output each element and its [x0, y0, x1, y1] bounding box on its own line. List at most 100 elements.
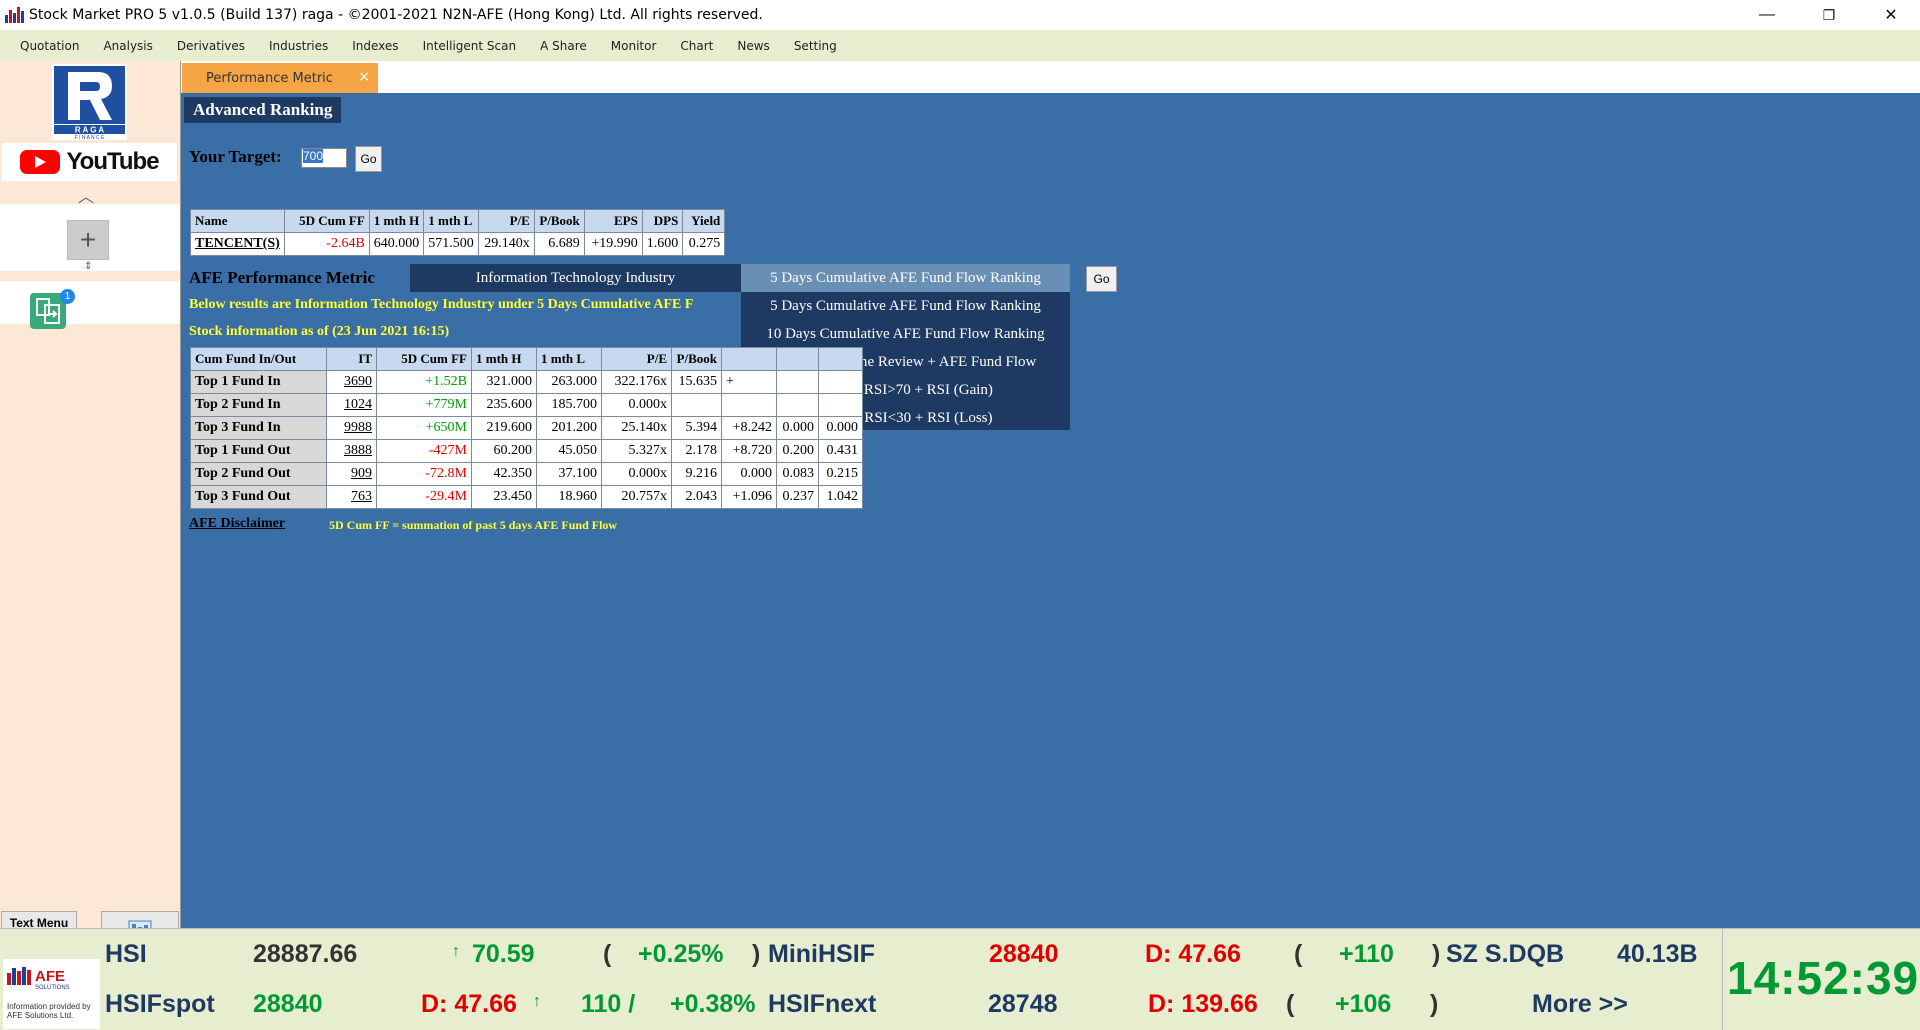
ff-definition-note: 5D Cum FF = summation of past 5 days AFE…: [329, 518, 618, 532]
row-label: Top 2 Fund In: [190, 393, 327, 417]
restore-button[interactable]: ❐: [1822, 6, 1836, 23]
menu-monitor[interactable]: Monitor: [610, 38, 657, 53]
task-document-icon[interactable]: [28, 289, 70, 331]
header-dps: DPS: [641, 209, 684, 233]
cell-pbook: 2.178: [671, 439, 722, 463]
cell-1mth-h: 42.350: [471, 462, 537, 486]
cell-pbook: 6.689: [533, 232, 585, 256]
target-input[interactable]: 700: [301, 148, 347, 168]
target-go-button[interactable]: Go: [355, 146, 382, 172]
afe-disclaimer-link[interactable]: AFE Disclaimer: [189, 516, 286, 531]
header-yield: Yield: [682, 209, 726, 233]
cell-dps: [776, 393, 819, 417]
notification-badge: 1: [60, 289, 75, 304]
cell-1mth-h: 235.600: [471, 393, 537, 417]
menu-news[interactable]: News: [737, 38, 770, 53]
cell-dps: 1.600: [641, 232, 684, 256]
ticker-minihsif-label[interactable]: MiniHSIF: [768, 940, 875, 968]
cell-dps: 0.083: [776, 462, 819, 486]
industry-select[interactable]: Information Technology Industry: [410, 264, 741, 292]
menu-quotation[interactable]: Quotation: [20, 38, 80, 53]
afe-logo-subtext: SOLUTIONS: [35, 985, 70, 991]
cell-pe: 29.140x: [477, 232, 535, 256]
ticker-paren: (: [603, 940, 612, 968]
cell-eps: +1.096: [721, 485, 777, 509]
cell-yield: 0.431: [818, 439, 863, 463]
cell-1mth-l: 263.000: [536, 370, 602, 394]
header-it: IT: [326, 347, 377, 371]
table-header-row: Name 5D Cum FF 1 mth H 1 mth L P/E P/Boo…: [190, 209, 726, 233]
table-row: Top 2 Fund In 1024 +779M 235.600 185.700…: [190, 393, 863, 417]
menu-industries[interactable]: Industries: [269, 38, 329, 53]
stock-code-link[interactable]: 3888: [326, 439, 377, 463]
ticker-hsifnext-label[interactable]: HSIFnext: [768, 990, 877, 1018]
header-1mth-l: 1 mth L: [423, 209, 479, 233]
cell-pe: 322.176x: [601, 370, 672, 394]
header-1mth-h: 1 mth H: [471, 347, 537, 371]
cell-1mth-l: 18.960: [536, 485, 602, 509]
menu-analysis[interactable]: Analysis: [103, 38, 153, 53]
cell-yield: [818, 393, 863, 417]
ranking-option[interactable]: 5 Days Cumulative AFE Fund Flow Ranking: [770, 298, 1041, 314]
stock-code-link[interactable]: 1024: [326, 393, 377, 417]
cell-1mth-h: 219.600: [471, 416, 537, 440]
header-5d-cum-ff: 5D Cum FF: [376, 347, 472, 371]
chevron-up-icon[interactable]: ︿: [78, 189, 95, 206]
ticker-hsifnext-discount: D: 139.66: [1148, 990, 1258, 1018]
stock-code-link[interactable]: 763: [326, 485, 377, 509]
stock-code-link[interactable]: 3690: [326, 370, 377, 394]
tab-performance-metric[interactable]: Performance Metric ×: [182, 63, 378, 93]
menu-a-share[interactable]: A Share: [540, 38, 587, 53]
cell-eps: +8.242: [721, 416, 777, 440]
stock-name-link[interactable]: TENCENT(S): [190, 232, 285, 256]
cell-1mth-l: 37.100: [536, 462, 602, 486]
ticker-hsifspot-value: 28840: [253, 990, 323, 1018]
cell-pbook: 2.043: [671, 485, 722, 509]
tab-label: Performance Metric: [206, 70, 333, 86]
stock-code-link[interactable]: 9988: [326, 416, 377, 440]
afe-go-button[interactable]: Go: [1086, 266, 1117, 292]
youtube-link[interactable]: YouTube: [2, 143, 177, 181]
row-label: Top 3 Fund Out: [190, 485, 327, 509]
resize-handle-icon[interactable]: ⇕: [84, 261, 93, 272]
menu-indexes[interactable]: Indexes: [352, 38, 399, 53]
menu-chart[interactable]: Chart: [680, 38, 714, 53]
ticker-hsi-value: 28887.66: [253, 940, 358, 968]
cell-pbook: 15.635: [671, 370, 722, 394]
table-row: Top 1 Fund In 3690 +1.52B 321.000 263.00…: [190, 370, 863, 394]
afe-solutions-logo: AFE SOLUTIONS Information provided by AF…: [3, 959, 100, 1029]
ranking-option[interactable]: 10 Days Cumulative AFE Fund Flow Ranking: [766, 326, 1045, 342]
header-eps: [721, 347, 777, 371]
add-button[interactable]: +: [67, 220, 109, 260]
cell-5d-cum-ff: +650M: [376, 416, 472, 440]
close-window-button[interactable]: ✕: [1884, 7, 1898, 24]
ticker-hsifspot-label[interactable]: HSIFspot: [105, 990, 215, 1018]
cell-eps: 0.000: [721, 462, 777, 486]
raga-finance-logo[interactable]: R A G A F I N A N C E: [52, 64, 127, 140]
stock-code-link[interactable]: 909: [326, 462, 377, 486]
ticker-hsi-label[interactable]: HSI: [105, 940, 147, 968]
minimize-button[interactable]: —: [1759, 6, 1775, 23]
cell-pbook: 5.394: [671, 416, 722, 440]
afe-logo-icon: AFE SOLUTIONS: [7, 967, 70, 991]
youtube-play-icon: [20, 150, 61, 174]
menu-intelligent-scan[interactable]: Intelligent Scan: [422, 38, 517, 53]
afe-table: Cum Fund In/Out IT 5D Cum FF 1 mth H 1 m…: [190, 347, 863, 509]
table-row: Top 2 Fund Out 909 -72.8M 42.350 37.100 …: [190, 462, 863, 486]
header-pbook: P/Book: [671, 347, 722, 371]
ranking-option-selected[interactable]: 5 Days Cumulative AFE Fund Flow Ranking: [741, 264, 1070, 292]
table-header-row: Cum Fund In/Out IT 5D Cum FF 1 mth H 1 m…: [190, 347, 863, 371]
cell-1mth-l: 201.200: [536, 416, 602, 440]
title-bar: Stock Market PRO 5 v1.0.5 (Build 137) ra…: [0, 0, 1920, 30]
ticker-hsifspot-percent: +0.38%: [670, 990, 756, 1018]
ticker-szdqb-label[interactable]: SZ S.DQB: [1446, 940, 1565, 968]
app-chart-icon: [3, 5, 25, 25]
tab-close-icon[interactable]: ×: [358, 69, 370, 85]
menu-derivatives[interactable]: Derivatives: [176, 38, 246, 53]
header-pe: P/E: [601, 347, 672, 371]
afe-performance-title: AFE Performance Metric: [189, 268, 375, 287]
header-cum-fund: Cum Fund In/Out: [190, 347, 327, 371]
menu-setting[interactable]: Setting: [793, 38, 837, 53]
up-arrow-icon: ↑: [452, 943, 460, 960]
more-link[interactable]: More >>: [1532, 990, 1628, 1018]
